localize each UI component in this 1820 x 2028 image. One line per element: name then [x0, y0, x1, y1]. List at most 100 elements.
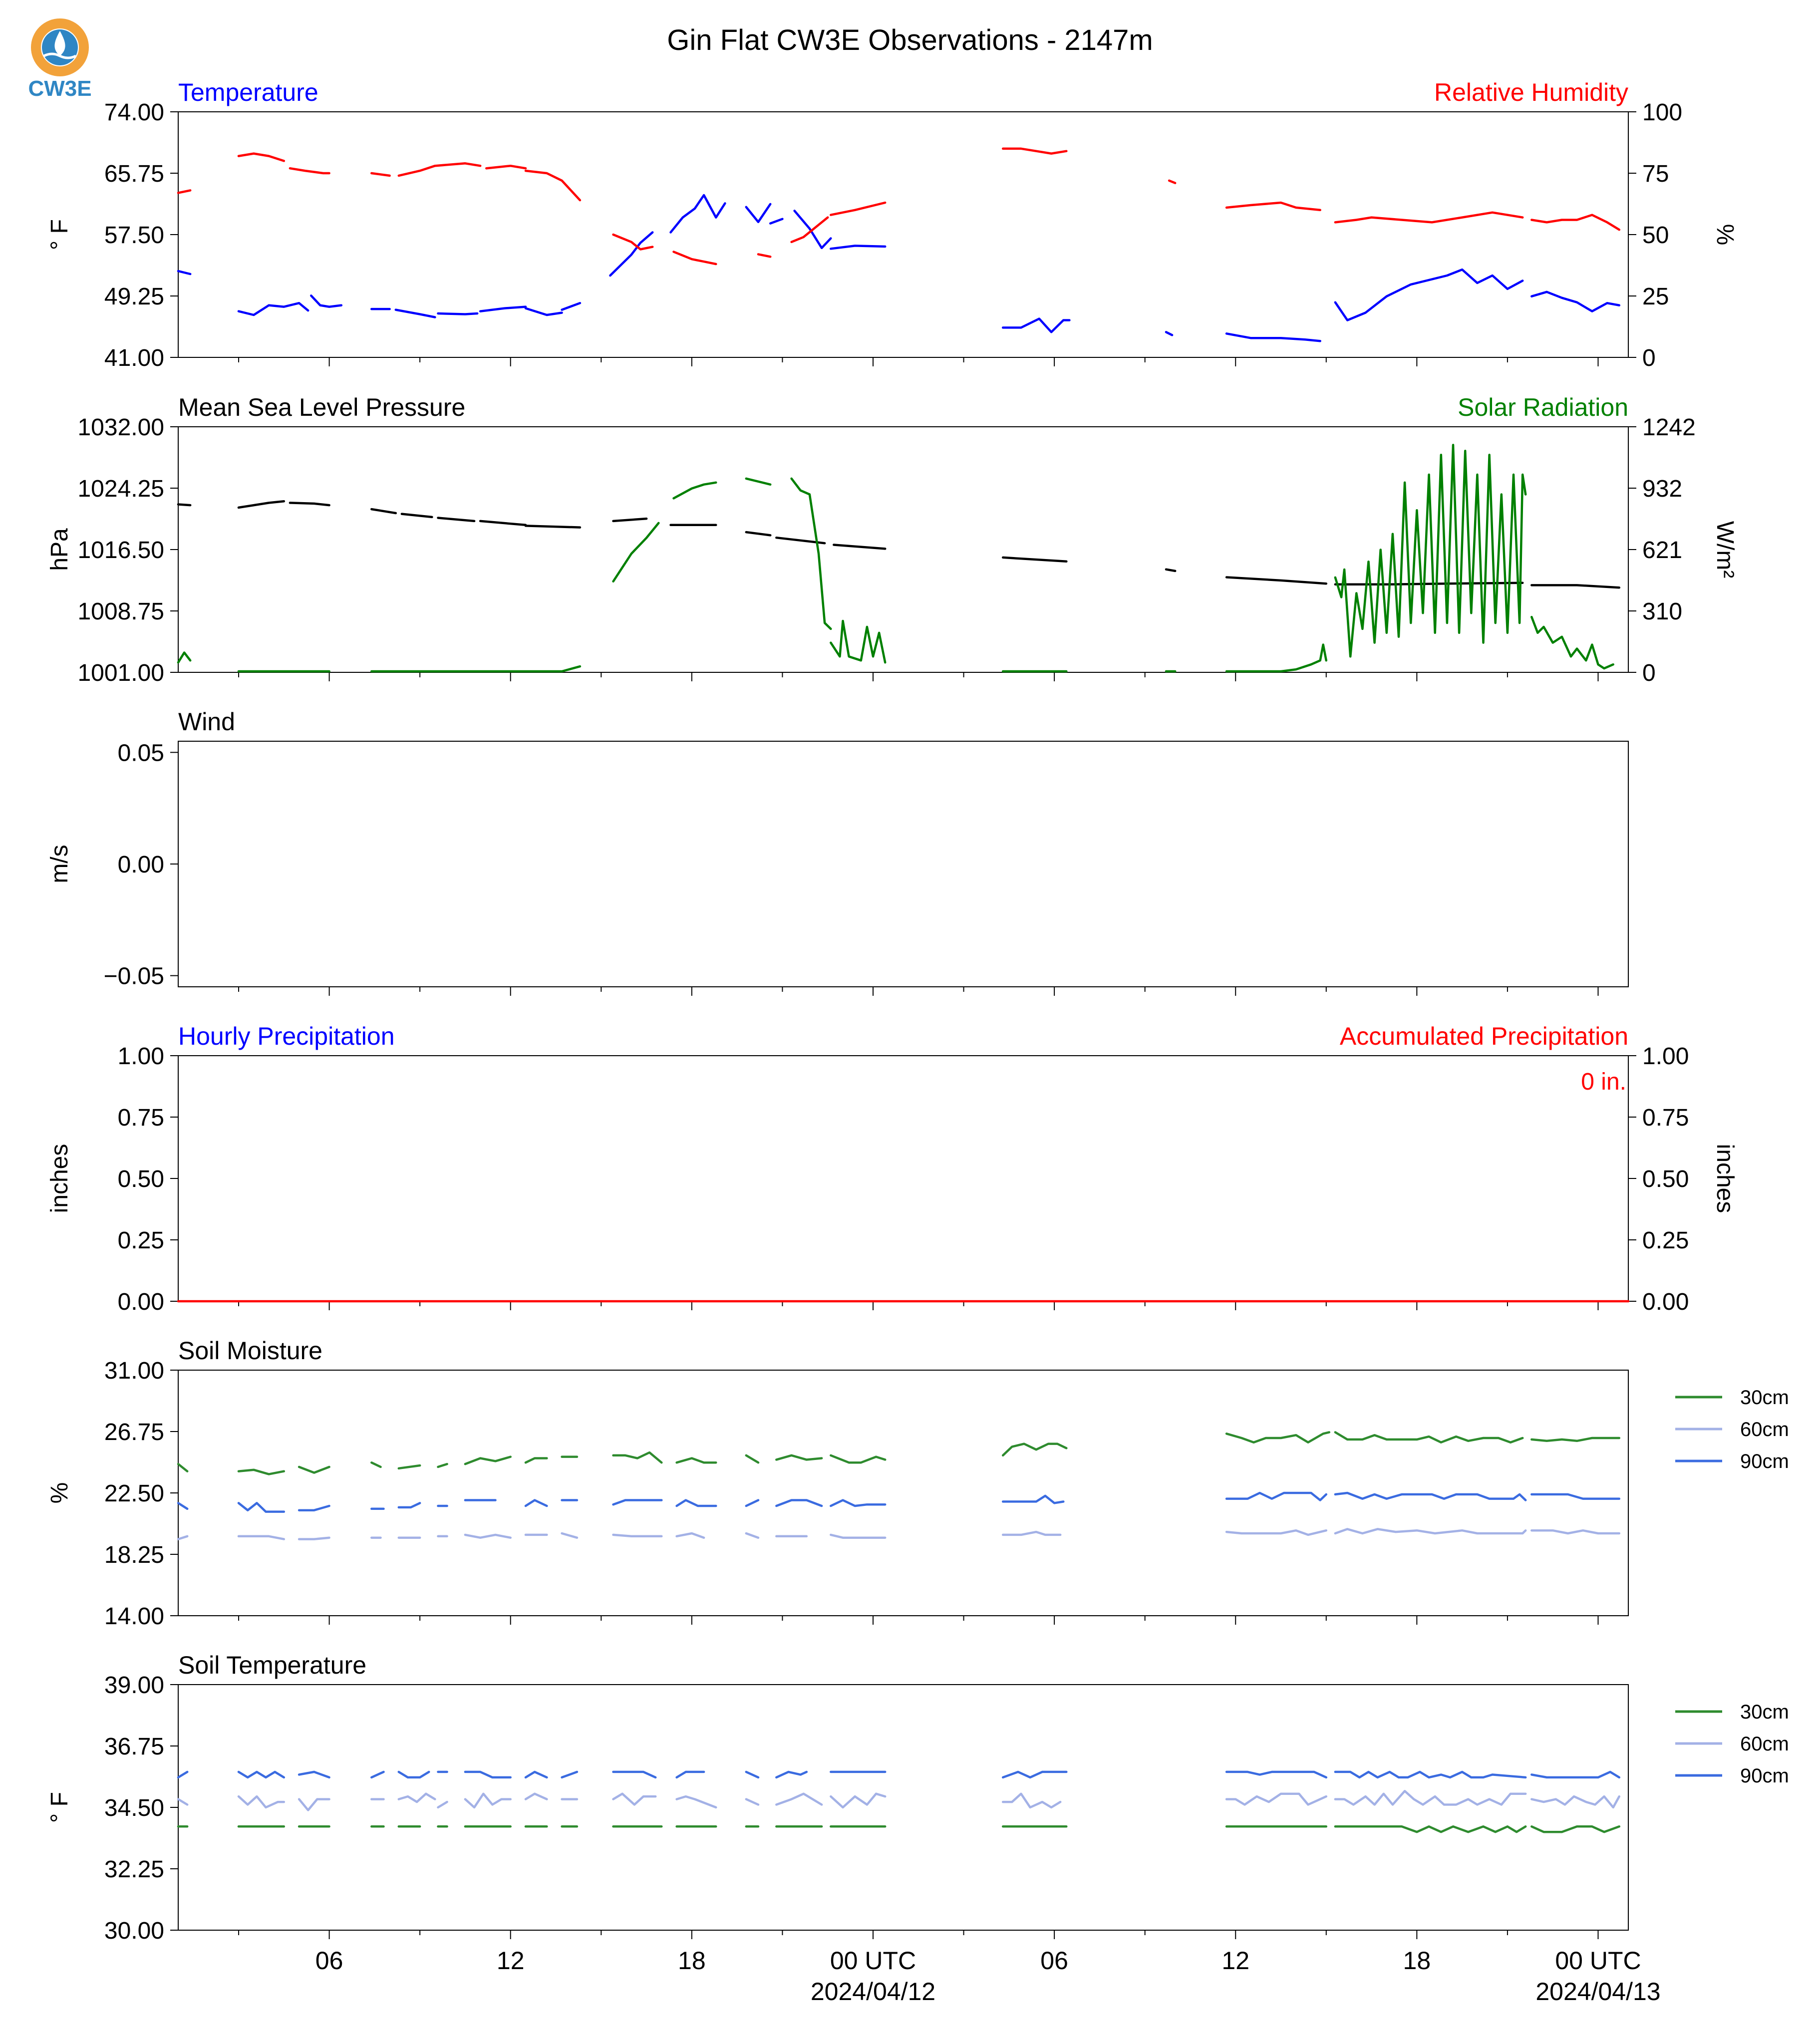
y-tick-right-label: 1.00 [1642, 1043, 1689, 1070]
series-line-segment [370, 665, 582, 673]
series-line-segment [830, 245, 887, 250]
series-line-segment [479, 520, 527, 527]
y-tick-right-label: 0 [1642, 345, 1656, 371]
series-line-segment [479, 305, 527, 312]
series-line-segment [464, 1770, 512, 1779]
series-line-segment [237, 301, 309, 316]
series-line-segment [177, 651, 192, 664]
series-line-segment [675, 1770, 705, 1779]
series-90cm [177, 1491, 1621, 1513]
series-line-segment [1334, 1770, 1527, 1779]
series-line-segment [370, 508, 397, 515]
series-line-segment [830, 619, 887, 664]
series-line-segment [833, 544, 887, 550]
y-tick-label: 18.25 [104, 1542, 164, 1568]
series-line-segment [1334, 268, 1524, 321]
series-line-segment [561, 1770, 579, 1779]
y-tick-label: 0.05 [118, 740, 164, 766]
series-line-segment [612, 1451, 663, 1464]
panel-title-left: Temperature [178, 78, 318, 106]
y-tick-label: 14.00 [104, 1603, 164, 1630]
series-line-segment [397, 1792, 436, 1803]
series-right [177, 444, 1614, 673]
series-line-segment [1334, 211, 1524, 224]
series-line-segment [524, 1499, 548, 1507]
series-line-segment [237, 1795, 286, 1809]
x-tick-label: 18 [1403, 1947, 1431, 1975]
chart-panels: Temperature Relative Humidity 41.00 49.25 57… [46, 78, 1789, 2006]
series-line-segment [775, 1499, 823, 1507]
series-line-segment [370, 172, 391, 177]
series-line-segment [524, 169, 582, 202]
series-line-segment [397, 1464, 421, 1470]
series-line-segment [830, 1792, 887, 1809]
y-tick-label: 26.75 [104, 1419, 164, 1446]
series-line-segment [177, 1502, 189, 1510]
series-line-segment [289, 502, 330, 507]
series-line-segment [464, 1455, 512, 1465]
x-tick-label: 06 [1040, 1947, 1068, 1975]
panel-soil_temperature: Soil Temperature 30.00 32.25 34.50 36.75 39.0… [46, 1651, 1789, 1944]
y-tick-label: 39.00 [104, 1672, 164, 1699]
y-axis-right-label: inches [1712, 1144, 1738, 1213]
series-line-segment [1165, 568, 1177, 573]
x-tick-label: 00 UTC [830, 1947, 916, 1975]
y-tick-right-label: 0.75 [1642, 1105, 1689, 1131]
series-line-segment [745, 531, 772, 537]
y-tick-label: 22.50 [104, 1480, 164, 1507]
series-line-segment [745, 477, 772, 486]
series-line-segment [672, 251, 717, 266]
y-tick-label: 34.50 [104, 1795, 164, 1821]
panel-wind: Wind −0.05 0.00 0.05 m/s [46, 708, 1629, 996]
series-line-segment [793, 210, 832, 250]
series-line-segment [1001, 1443, 1068, 1457]
series-line-segment [1225, 201, 1321, 212]
panel-pressure_solar: Mean Sea Level Pressure Solar Radiation 10… [46, 393, 1738, 686]
y-tick-label: 1032.00 [77, 414, 164, 441]
series-line-segment [177, 503, 192, 507]
y-tick-label: 1016.50 [77, 537, 164, 564]
series-line-segment [237, 500, 286, 509]
series-line-segment [524, 307, 563, 316]
legend-label: 90cm [1740, 1450, 1789, 1472]
series-line-segment [1225, 1770, 1328, 1779]
series-line-segment [524, 1770, 548, 1779]
y-tick-right-label: 0.00 [1642, 1289, 1689, 1315]
series-line-segment [1001, 1494, 1065, 1504]
panel-title-left: Soil Moisture [178, 1337, 322, 1365]
y-axis-label: m/s [46, 845, 73, 883]
y-tick-right-label: 310 [1642, 598, 1682, 625]
x-tick-label: 12 [497, 1947, 525, 1975]
series-line-segment [1530, 1529, 1621, 1535]
series-line-segment [769, 218, 784, 225]
series-line-segment [437, 1800, 448, 1809]
y-tick-label: 31.00 [104, 1358, 164, 1384]
series-line-segment [1334, 1825, 1527, 1833]
y-tick-right-label: 0.25 [1642, 1227, 1689, 1254]
series-line-segment [400, 513, 433, 519]
y-axis-label: % [46, 1482, 73, 1504]
series-line-segment [298, 1465, 330, 1474]
panel-title-left: Hourly Precipitation [178, 1022, 395, 1050]
y-axis-label: ° F [46, 1792, 73, 1823]
panel-title-left: Wind [178, 708, 235, 736]
series-line-segment [1165, 331, 1174, 336]
logo-wave-icon [43, 52, 77, 59]
series-line-segment [464, 1533, 512, 1539]
cw3e-logo: CW3E [28, 18, 92, 101]
series-line-segment [675, 1795, 717, 1809]
panel-soil_moisture: Soil Moisture 14.00 18.25 22.50 26.75 31.00% 3… [46, 1337, 1789, 1630]
series-line-segment [830, 201, 887, 216]
series-line-segment [298, 1536, 330, 1540]
series-30cm [177, 1431, 1621, 1475]
series-90cm [177, 1770, 1621, 1779]
series-line-segment [775, 1770, 808, 1779]
y-tick-label: 0.00 [118, 852, 164, 878]
series-line-segment [1334, 1491, 1527, 1501]
series-line-segment [757, 253, 772, 258]
series-line-segment [437, 1462, 448, 1468]
series-line-segment [790, 477, 832, 630]
series-line-segment [1530, 290, 1621, 312]
series-line-segment [1530, 615, 1614, 670]
series-line-segment [177, 1770, 189, 1779]
